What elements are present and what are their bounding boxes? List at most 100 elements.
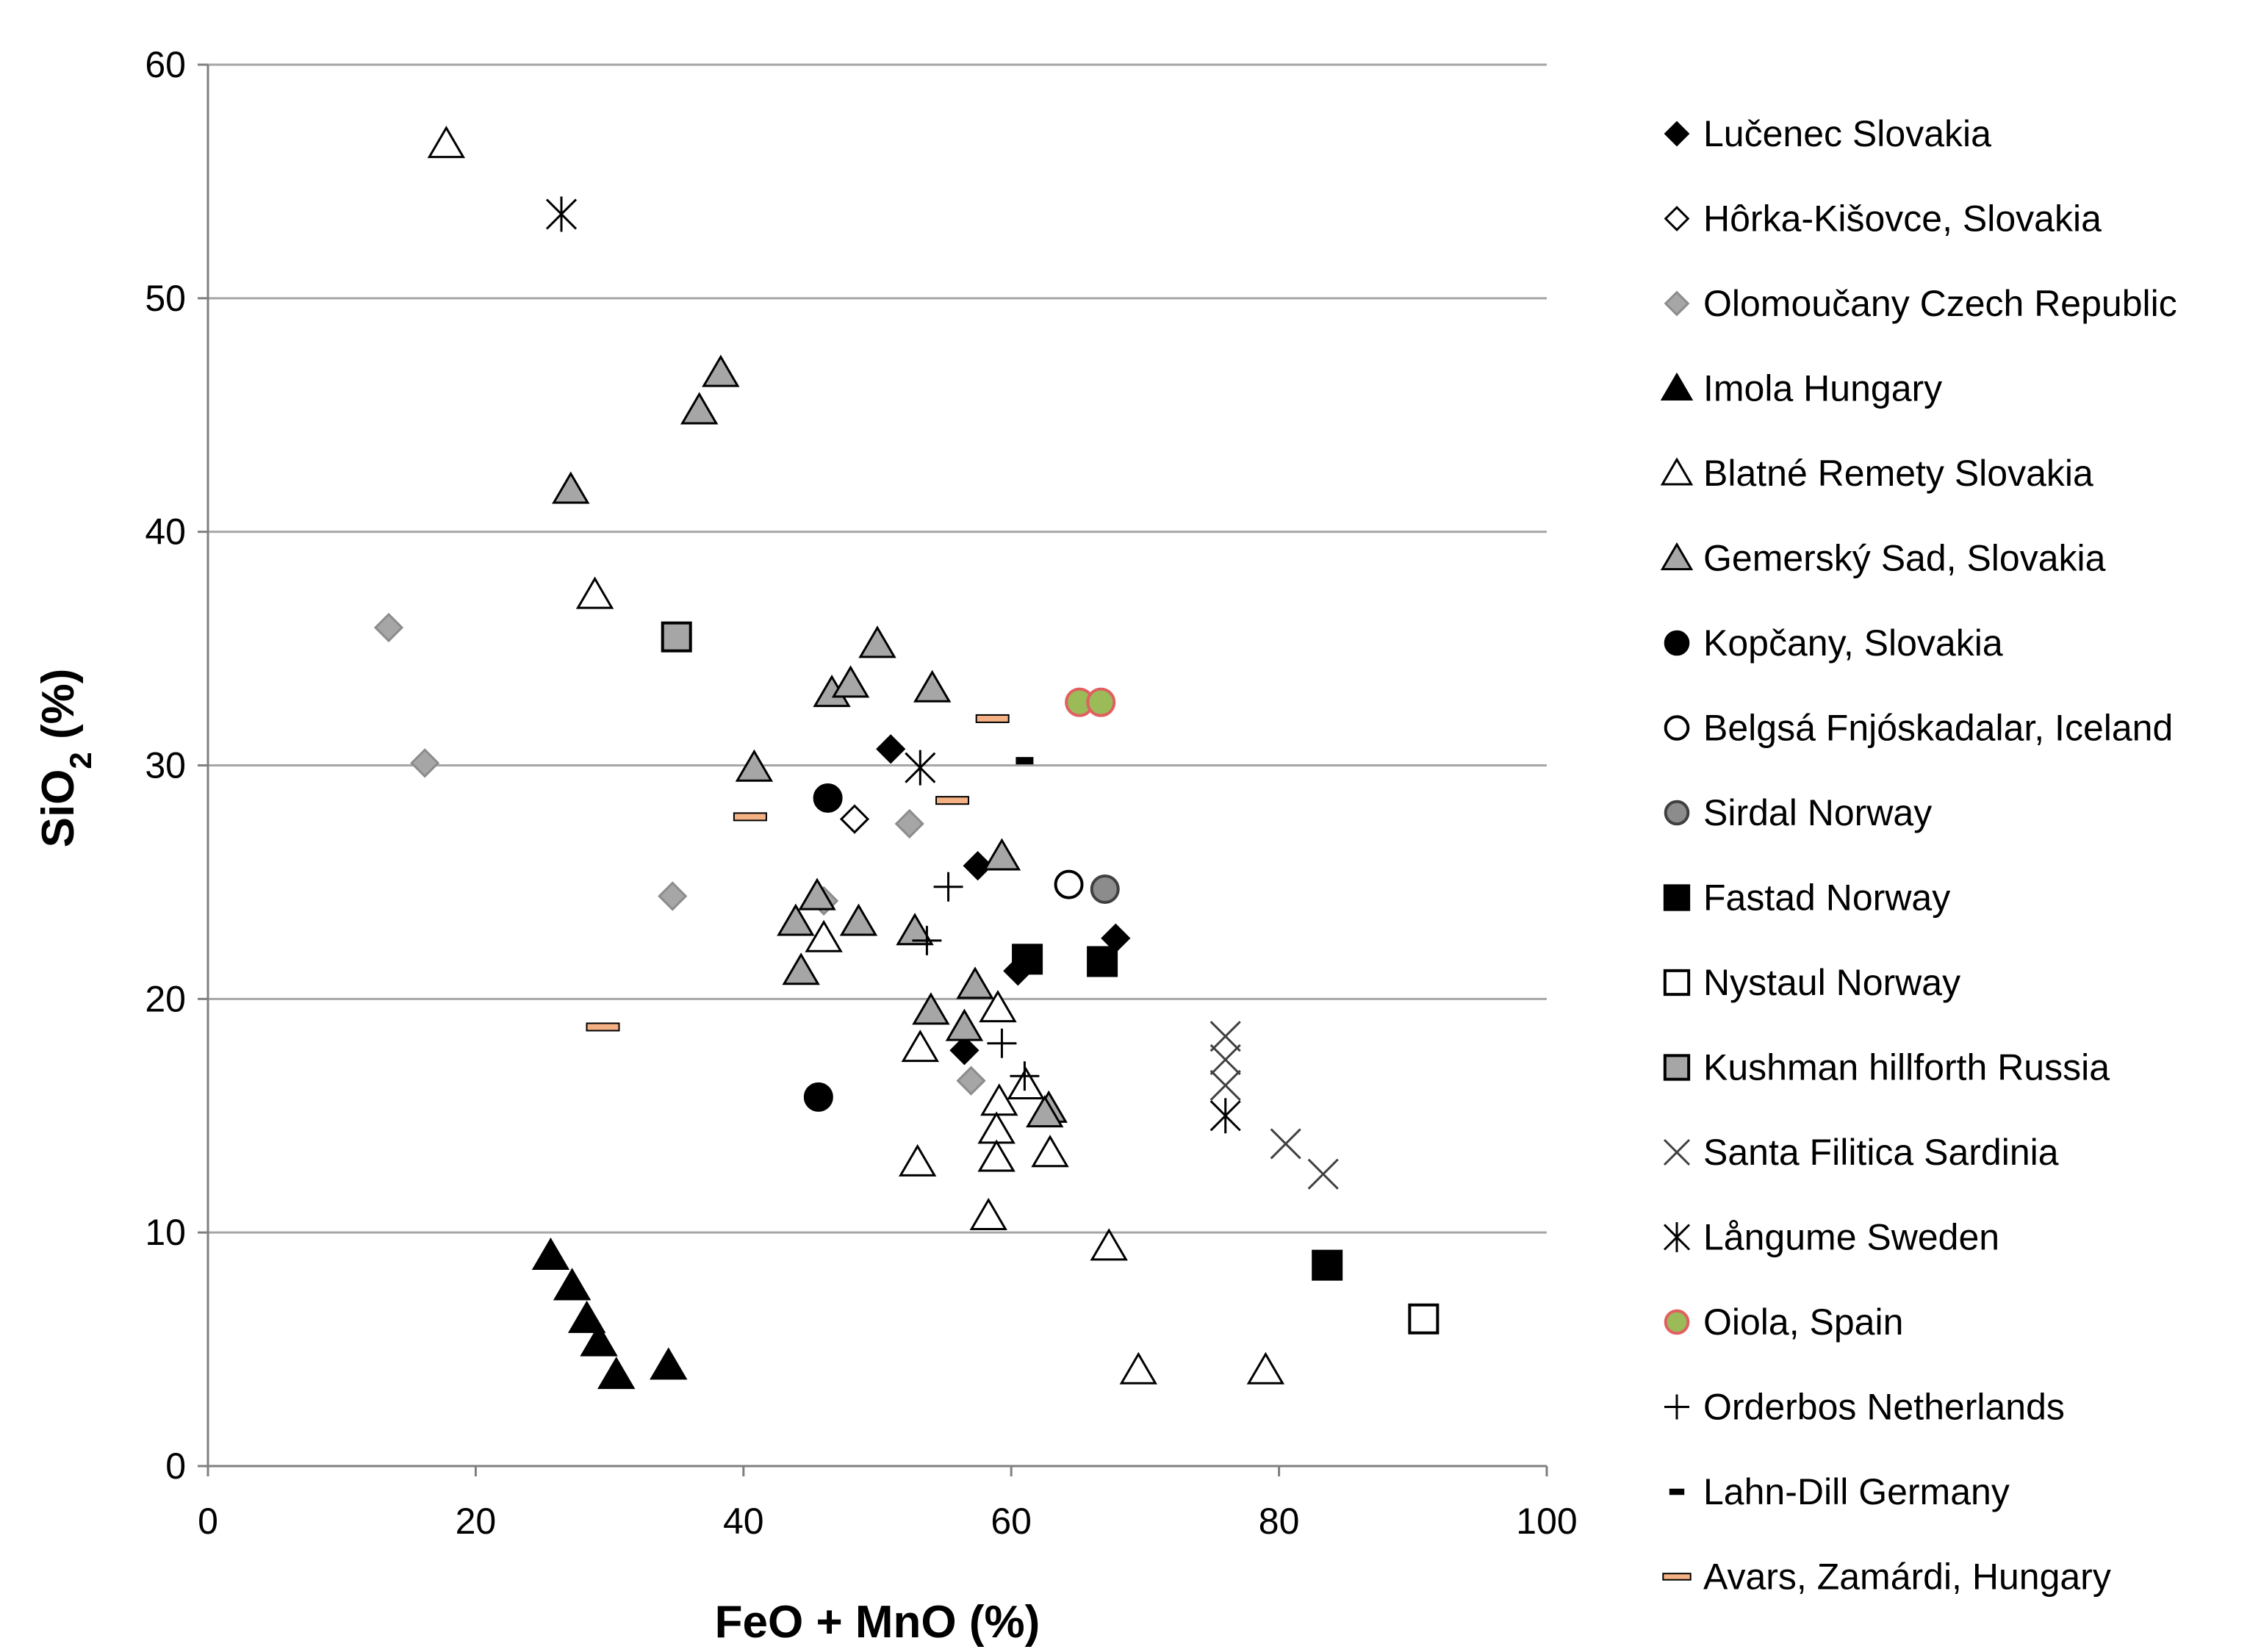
point-santa-filitica-sardinia xyxy=(1270,1128,1301,1160)
legend-marker xyxy=(1664,715,1690,741)
point-fastad-norway xyxy=(1312,1249,1343,1281)
point-langume-sweden xyxy=(905,750,936,786)
point-blatne-remety-slovakia xyxy=(1246,1351,1285,1385)
legend-label: Avars, Zamárdi, Hungary xyxy=(1703,1556,2111,1598)
legend-label: Imola Hungary xyxy=(1703,368,1942,409)
legend-entry: Kopčany, Slovakia xyxy=(1664,622,2003,664)
point-gemersky-sad-slovakia xyxy=(913,669,952,703)
legend-label: Gemerský Sad, Slovakia xyxy=(1703,538,2106,579)
legend-entry: Oiola, Spain xyxy=(1664,1301,1903,1343)
legend-entry: Gemerský Sad, Slovakia xyxy=(1660,538,2106,579)
point-orderbos-netherlands xyxy=(1010,1061,1040,1091)
legend-entry: Avars, Zamárdi, Hungary xyxy=(1662,1556,2111,1598)
point-gemersky-sad-slovakia xyxy=(839,903,878,936)
point-gemersky-sad-slovakia xyxy=(982,838,1021,871)
point-santa-filitica-sardinia xyxy=(1209,1021,1241,1052)
point-kopcany-slovakia xyxy=(803,1082,833,1112)
y-tick-label: 60 xyxy=(145,44,186,85)
point-avars-zamardi-hungary xyxy=(733,812,767,822)
point-blatne-remety-slovakia xyxy=(979,990,1017,1023)
point-santa-filitica-sardinia xyxy=(1209,1069,1241,1101)
point-avars-zamardi-hungary xyxy=(586,1022,620,1032)
tick-labels: 0 10 20 30 40 50 60 0 20 40 60 80 100 xyxy=(145,44,1577,1542)
legend-entry: Långume Sweden xyxy=(1663,1217,1999,1258)
legend-marker xyxy=(1660,542,1694,570)
x-tick-label: 40 xyxy=(723,1501,764,1542)
point-imola-hungary xyxy=(597,1357,636,1390)
x-tick-label: 0 xyxy=(198,1501,218,1542)
y-tick-label: 0 xyxy=(165,1446,186,1487)
point-gemersky-sad-slovakia xyxy=(552,471,590,504)
point-blatne-remety-slovakia xyxy=(805,919,843,952)
point-blatne-remety-slovakia xyxy=(977,1139,1016,1172)
point-gemersky-sad-slovakia xyxy=(945,1008,984,1041)
point-kushman-hillforth-russia xyxy=(661,621,692,653)
point-blatne-remety-slovakia xyxy=(1031,1135,1069,1168)
legend-label: Sirdal Norway xyxy=(1703,792,1932,833)
point-olomoucany-czech-republic xyxy=(894,808,924,839)
point-kopcany-slovakia xyxy=(813,783,843,813)
legend-label: Santa Filitica Sardinia xyxy=(1703,1132,2059,1173)
point-gemersky-sad-slovakia xyxy=(956,966,994,999)
point-gemersky-sad-slovakia xyxy=(858,625,896,658)
legend-marker xyxy=(1664,1394,1689,1420)
point-olomoucany-czech-republic xyxy=(373,612,404,643)
point-horka-kisovce-slovakia xyxy=(839,804,870,834)
legend-entry: Orderbos Netherlands xyxy=(1664,1387,2065,1428)
y-tick-label: 50 xyxy=(145,278,186,319)
legend-label: Belgsá Fnjóskadalar, Iceland xyxy=(1703,708,2173,749)
legend-entry: Santa Filitica Sardinia xyxy=(1663,1132,2059,1173)
point-blatne-remety-slovakia xyxy=(575,576,614,609)
point-avars-zamardi-hungary xyxy=(935,796,970,805)
point-blatne-remety-slovakia xyxy=(980,1083,1018,1116)
legend-label: Lahn-Dill Germany xyxy=(1703,1471,2010,1512)
legend-marker xyxy=(1664,121,1690,147)
y-tick-label: 40 xyxy=(145,511,186,553)
point-gemersky-sad-slovakia xyxy=(1026,1095,1064,1128)
legend-marker xyxy=(1663,884,1691,911)
point-olomoucany-czech-republic xyxy=(956,1066,986,1096)
legend-marker xyxy=(1664,290,1690,317)
point-nystaul-norway xyxy=(1408,1303,1439,1335)
point-orderbos-netherlands xyxy=(912,925,942,955)
y-tick-label: 20 xyxy=(145,978,186,1019)
point-gemersky-sad-slovakia xyxy=(798,877,836,911)
point-langume-sweden xyxy=(545,196,578,232)
legend-label: Fastad Norway xyxy=(1703,877,1950,919)
x-tick-label: 80 xyxy=(1259,1501,1300,1542)
legend-label: Nystaul Norway xyxy=(1703,962,1960,1003)
point-imola-hungary xyxy=(531,1237,570,1271)
point-fastad-norway xyxy=(1012,944,1043,975)
point-blatne-remety-slovakia xyxy=(969,1197,1007,1231)
point-imola-hungary xyxy=(553,1268,592,1301)
point-santa-filitica-sardinia xyxy=(1209,1044,1241,1076)
point-lahn-dill-germany xyxy=(1016,757,1034,765)
x-tick-label: 60 xyxy=(991,1501,1032,1542)
legend-marker xyxy=(1669,1488,1685,1495)
point-langume-sweden xyxy=(1209,1098,1241,1134)
legend-marker xyxy=(1664,206,1690,231)
legend: Lučenec Slovakia Hôrka-Kišovce, Slovakia O… xyxy=(1660,113,2177,1598)
legend-marker xyxy=(1662,1573,1692,1581)
point-imola-hungary xyxy=(580,1324,618,1357)
legend-entry: Nystaul Norway xyxy=(1663,962,1960,1003)
point-belgsa-fnjoskadalar-iceland xyxy=(1054,869,1084,899)
legend-entry: Olomoučany Czech Republic xyxy=(1664,283,2177,324)
point-gemersky-sad-slovakia xyxy=(680,392,719,425)
legend-label: Lučenec Slovakia xyxy=(1703,113,1991,154)
point-gemersky-sad-slovakia xyxy=(831,665,870,698)
point-lucenec-slovakia xyxy=(963,851,993,881)
point-gemersky-sad-slovakia xyxy=(782,952,820,985)
legend-marker xyxy=(1664,800,1690,826)
x-axis-title: FeO + MnO (%) xyxy=(715,1597,1040,1648)
legend-marker xyxy=(1663,1138,1691,1166)
legend-entry: Belgsá Fnjóskadalar, Iceland xyxy=(1664,708,2173,749)
legend-label: Orderbos Netherlands xyxy=(1703,1387,2065,1428)
legend-label: Olomoučany Czech Republic xyxy=(1703,283,2177,324)
legend-label: Hôrka-Kišovce, Slovakia xyxy=(1703,198,2102,240)
point-olomoucany-czech-republic xyxy=(658,881,688,911)
legend-marker xyxy=(1663,1054,1691,1081)
y-tick-label: 10 xyxy=(145,1212,186,1253)
point-blatne-remety-slovakia xyxy=(898,1143,937,1177)
